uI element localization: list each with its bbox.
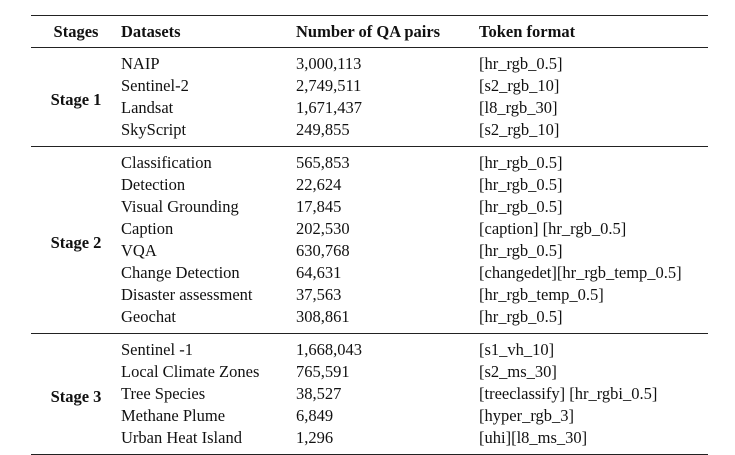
stage-group: Stage 3 Sentinel -1 1,668,043 [s1_vh_10] Loc… [31, 334, 708, 455]
table-row: Sentinel-2 2,749,511 [s2_rgb_10] [31, 75, 708, 97]
dataset-cell: Tree Species [121, 384, 206, 403]
token-format-cell: [caption] [hr_rgb_0.5] [479, 219, 627, 238]
stage-group: Stage 2 Classification 565,853 [hr_rgb_0.5]… [31, 147, 708, 334]
header-datasets: Datasets [121, 21, 181, 41]
table-row: Tree Species 38,527 [treeclassify] [hr_rgb… [31, 383, 708, 405]
qa-count-cell: 38,527 [296, 384, 342, 403]
table-row: Visual Grounding 17,845 [hr_rgb_0.5] [31, 196, 708, 218]
qa-count-cell: 630,768 [296, 241, 350, 260]
token-format-cell: [hr_rgb_0.5] [479, 175, 563, 194]
qa-pairs-table: Stages Datasets Number of QA pairs Token… [31, 15, 708, 455]
qa-count-cell: 308,861 [296, 307, 350, 326]
token-format-cell: [l8_rgb_30] [479, 98, 558, 117]
dataset-cell: Change Detection [121, 263, 240, 282]
dataset-cell: NAIP [121, 54, 160, 73]
dataset-cell: Local Climate Zones [121, 362, 260, 381]
qa-count-cell: 17,845 [296, 197, 342, 216]
table-row: Local Climate Zones 765,591 [s2_ms_30] [31, 361, 708, 383]
qa-count-cell: 765,591 [296, 362, 350, 381]
token-format-cell: [hr_rgb_0.5] [479, 241, 563, 260]
token-format-cell: [changedet][hr_rgb_temp_0.5] [479, 263, 682, 282]
dataset-cell: Classification [121, 153, 212, 172]
qa-count-cell: 1,671,437 [296, 98, 362, 117]
token-format-cell: [hyper_rgb_3] [479, 406, 575, 425]
token-format-cell: [hr_rgb_0.5] [479, 54, 563, 73]
dataset-cell: Disaster assessment [121, 285, 253, 304]
table-row: Geochat 308,861 [hr_rgb_0.5] [31, 306, 708, 334]
token-format-cell: [hr_rgb_0.5] [479, 197, 563, 216]
token-format-cell: [s1_vh_10] [479, 340, 555, 359]
table-row: VQA 630,768 [hr_rgb_0.5] [31, 240, 708, 262]
dataset-cell: Geochat [121, 307, 176, 326]
token-format-cell: [treeclassify] [hr_rgbi_0.5] [479, 384, 658, 403]
qa-count-cell: 1,668,043 [296, 340, 362, 359]
qa-count-cell: 3,000,113 [296, 54, 362, 73]
token-format-cell: [s2_rgb_10] [479, 120, 560, 139]
stage-label: Stage 3 [50, 386, 102, 406]
qa-count-cell: 565,853 [296, 153, 350, 172]
dataset-cell: Landsat [121, 98, 174, 117]
qa-count-cell: 1,296 [296, 428, 334, 447]
dataset-cell: Detection [121, 175, 186, 194]
table-row: Methane Plume 6,849 [hyper_rgb_3] [31, 405, 708, 427]
table-row: Landsat 1,671,437 [l8_rgb_30] [31, 97, 708, 119]
table-row: Stage 3 Sentinel -1 1,668,043 [s1_vh_10] [31, 334, 708, 406]
table-row: Stage 2 Classification 565,853 [hr_rgb_0.5] [31, 147, 708, 252]
qa-count-cell: 202,530 [296, 219, 350, 238]
dataset-cell: Visual Grounding [121, 197, 239, 216]
header-stages: Stages [53, 21, 99, 41]
dataset-cell: Methane Plume [121, 406, 226, 425]
table-row: Caption 202,530 [caption] [hr_rgb_0.5] [31, 218, 708, 240]
header-token-format: Token format [479, 21, 576, 41]
qa-count-cell: 37,563 [296, 285, 342, 304]
header-row: Stages Datasets Number of QA pairs Token… [31, 15, 708, 48]
header-qa-pairs: Number of QA pairs [296, 21, 441, 41]
qa-count-cell: 2,749,511 [296, 76, 362, 95]
dataset-cell: Urban Heat Island [121, 428, 242, 447]
table-row: SkyScript 249,855 [s2_rgb_10] [31, 119, 708, 147]
token-format-cell: [hr_rgb_0.5] [479, 307, 563, 326]
qa-count-cell: 6,849 [296, 406, 334, 425]
table-row: Disaster assessment 37,563 [hr_rgb_temp_0.… [31, 284, 708, 306]
token-format-cell: [hr_rgb_temp_0.5] [479, 285, 604, 304]
qa-count-cell: 249,855 [296, 120, 350, 139]
token-format-cell: [s2_rgb_10] [479, 76, 560, 95]
token-format-cell: [s2_ms_30] [479, 362, 557, 381]
table-row: Detection 22,624 [hr_rgb_0.5] [31, 174, 708, 196]
table-header: Stages Datasets Number of QA pairs Token… [31, 15, 708, 48]
stage-label: Stage 1 [50, 89, 102, 109]
dataset-cell: Sentinel-2 [121, 76, 189, 95]
token-format-cell: [uhi][l8_ms_30] [479, 428, 588, 447]
stage-label: Stage 2 [50, 232, 102, 252]
table-row: Urban Heat Island 1,296 [uhi][l8_ms_30] [31, 427, 708, 455]
dataset-cell: SkyScript [121, 120, 187, 139]
table-row: Stage 1 NAIP 3,000,113 [hr_rgb_0.5] [31, 48, 708, 109]
dataset-cell: Caption [121, 219, 174, 238]
stage-group: Stage 1 NAIP 3,000,113 [hr_rgb_0.5] Sentinel… [31, 48, 708, 147]
token-format-cell: [hr_rgb_0.5] [479, 153, 563, 172]
qa-count-cell: 64,631 [296, 263, 342, 282]
qa-count-cell: 22,624 [296, 175, 342, 194]
table-row: Change Detection 64,631 [changedet][hr_rgb… [31, 262, 708, 284]
dataset-cell: Sentinel -1 [121, 340, 193, 359]
dataset-cell: VQA [121, 241, 157, 260]
